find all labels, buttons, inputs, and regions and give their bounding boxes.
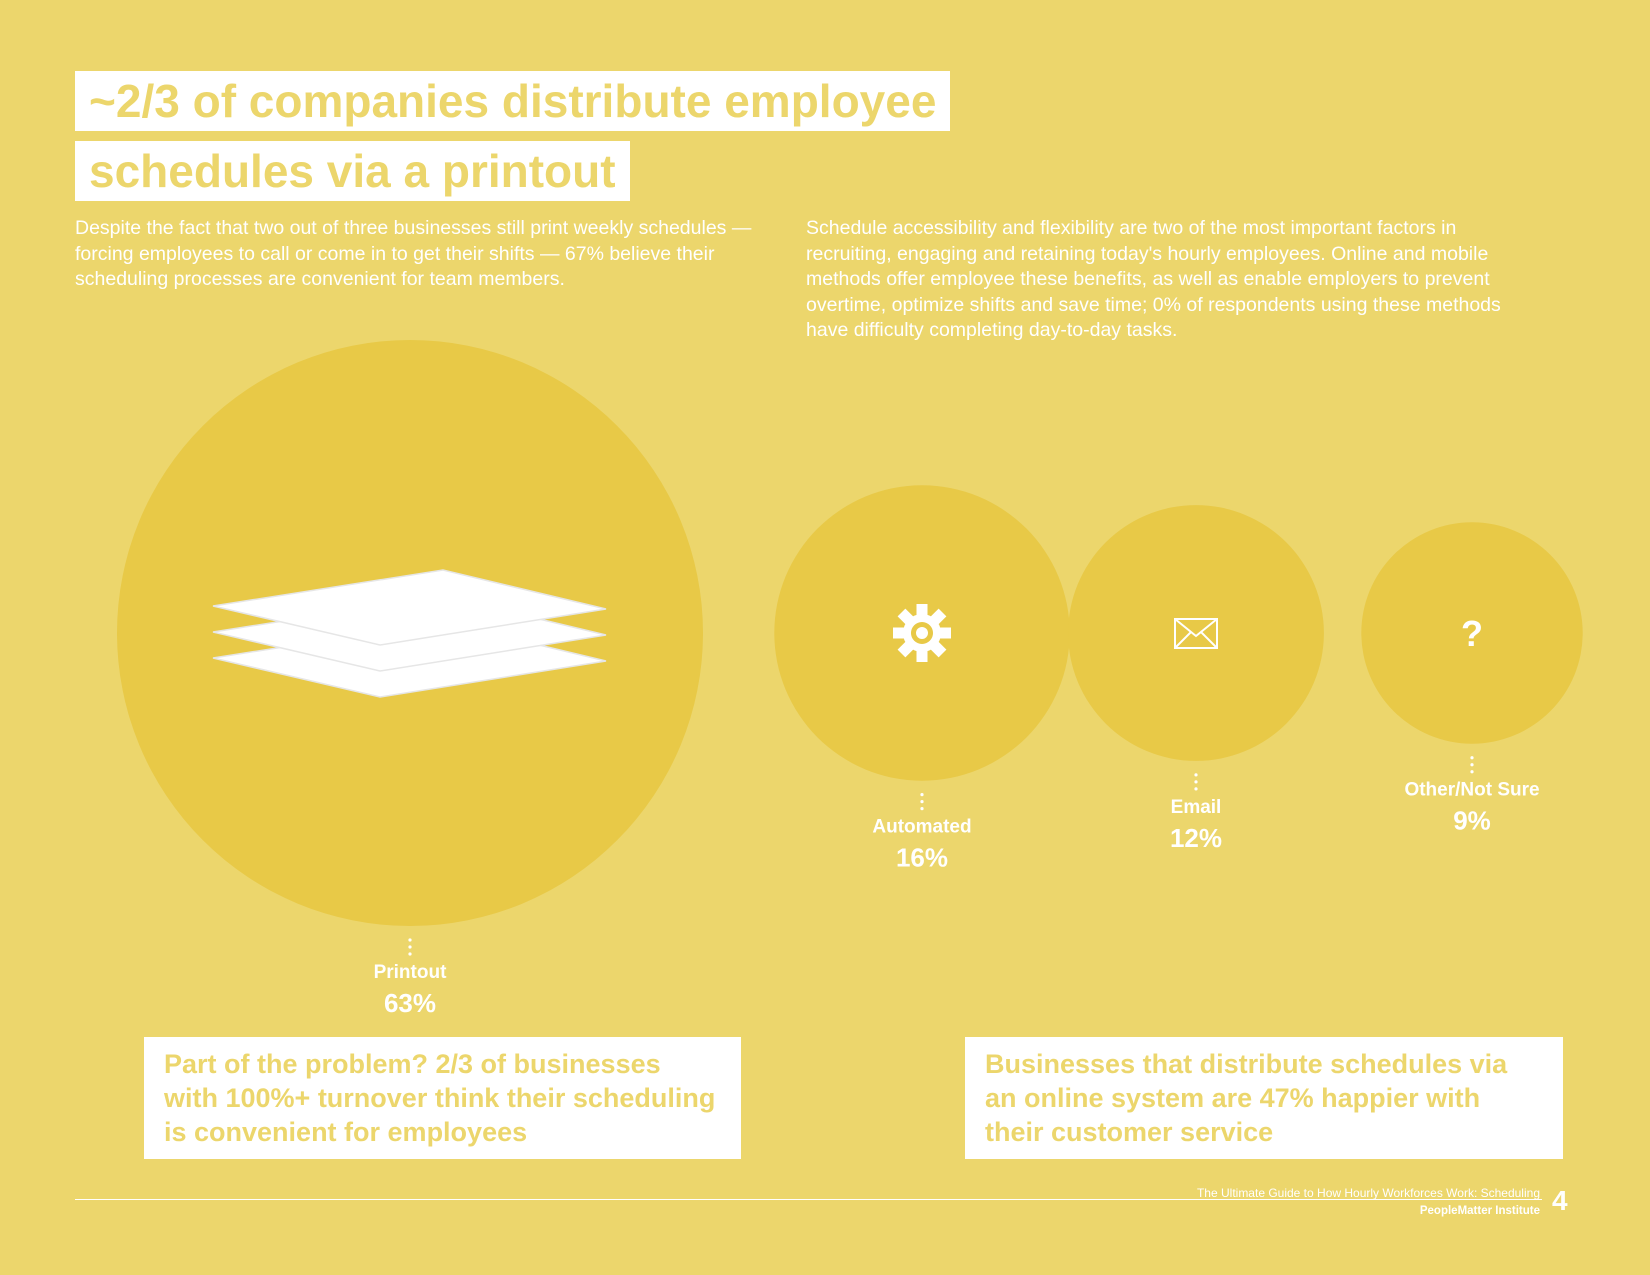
footer-divider — [75, 1199, 1542, 1200]
intro-paragraph-right: Schedule accessibility and flexibility a… — [806, 217, 1501, 341]
connector-dot — [1194, 780, 1198, 784]
connector-dot — [1470, 756, 1474, 760]
connector-dot — [1470, 763, 1474, 767]
question-mark-icon: ? — [1461, 613, 1483, 654]
bubble-chart: Printout 63% Automated 16% Email 12%? Other/No… — [117, 340, 1583, 1018]
value-label-other: 9% — [1453, 806, 1491, 836]
bubble-group-automated: Automated 16% — [774, 485, 1070, 873]
category-label-automated: Automated — [872, 817, 971, 838]
bubble-other — [1361, 522, 1583, 744]
footer-guide-title: The Ultimate Guide to How Hourly Workfor… — [1196, 1186, 1540, 1200]
page-title-line-1: ~2/3 of companies distribute employee — [75, 71, 951, 131]
connector-dot — [408, 952, 412, 956]
value-label-email: 12% — [1170, 823, 1222, 853]
connector-dot — [920, 807, 924, 811]
bubble-email — [1068, 505, 1324, 761]
connector-dot — [920, 800, 924, 804]
connector-dot — [1194, 773, 1198, 777]
callout-box-left: Part of the problem? 2/3 of businesses w… — [144, 1037, 741, 1159]
category-label-printout: Printout — [374, 962, 447, 983]
bubble-group-email: Email 12% — [1068, 505, 1324, 853]
value-label-printout: 63% — [384, 988, 436, 1018]
connector-dot — [1470, 770, 1474, 774]
page-number: 4 — [1552, 1185, 1568, 1216]
connector-dot — [920, 793, 924, 797]
category-label-other: Other/Not Sure — [1404, 780, 1539, 801]
intro-paragraph-left: Despite the fact that two out of three b… — [75, 217, 752, 290]
connector-dot — [1194, 787, 1198, 791]
bubble-group-other: ? Other/Not Sure 9% — [1361, 522, 1583, 836]
callout-box-right: Businesses that distribute schedules via… — [965, 1037, 1563, 1159]
envelope-icon — [1174, 618, 1218, 649]
bubble-group-printout: Printout 63% — [117, 340, 703, 1018]
gear-icon — [893, 604, 951, 662]
value-label-automated: 16% — [896, 843, 948, 873]
footer-institute-name: PeopleMatter Institute — [1419, 1205, 1540, 1217]
connector-dot — [408, 938, 412, 942]
category-label-email: Email — [1171, 797, 1222, 818]
page-title-line-2: schedules via a printout — [75, 141, 630, 201]
paper-stack-icon — [212, 569, 607, 698]
connector-dot — [408, 945, 412, 949]
